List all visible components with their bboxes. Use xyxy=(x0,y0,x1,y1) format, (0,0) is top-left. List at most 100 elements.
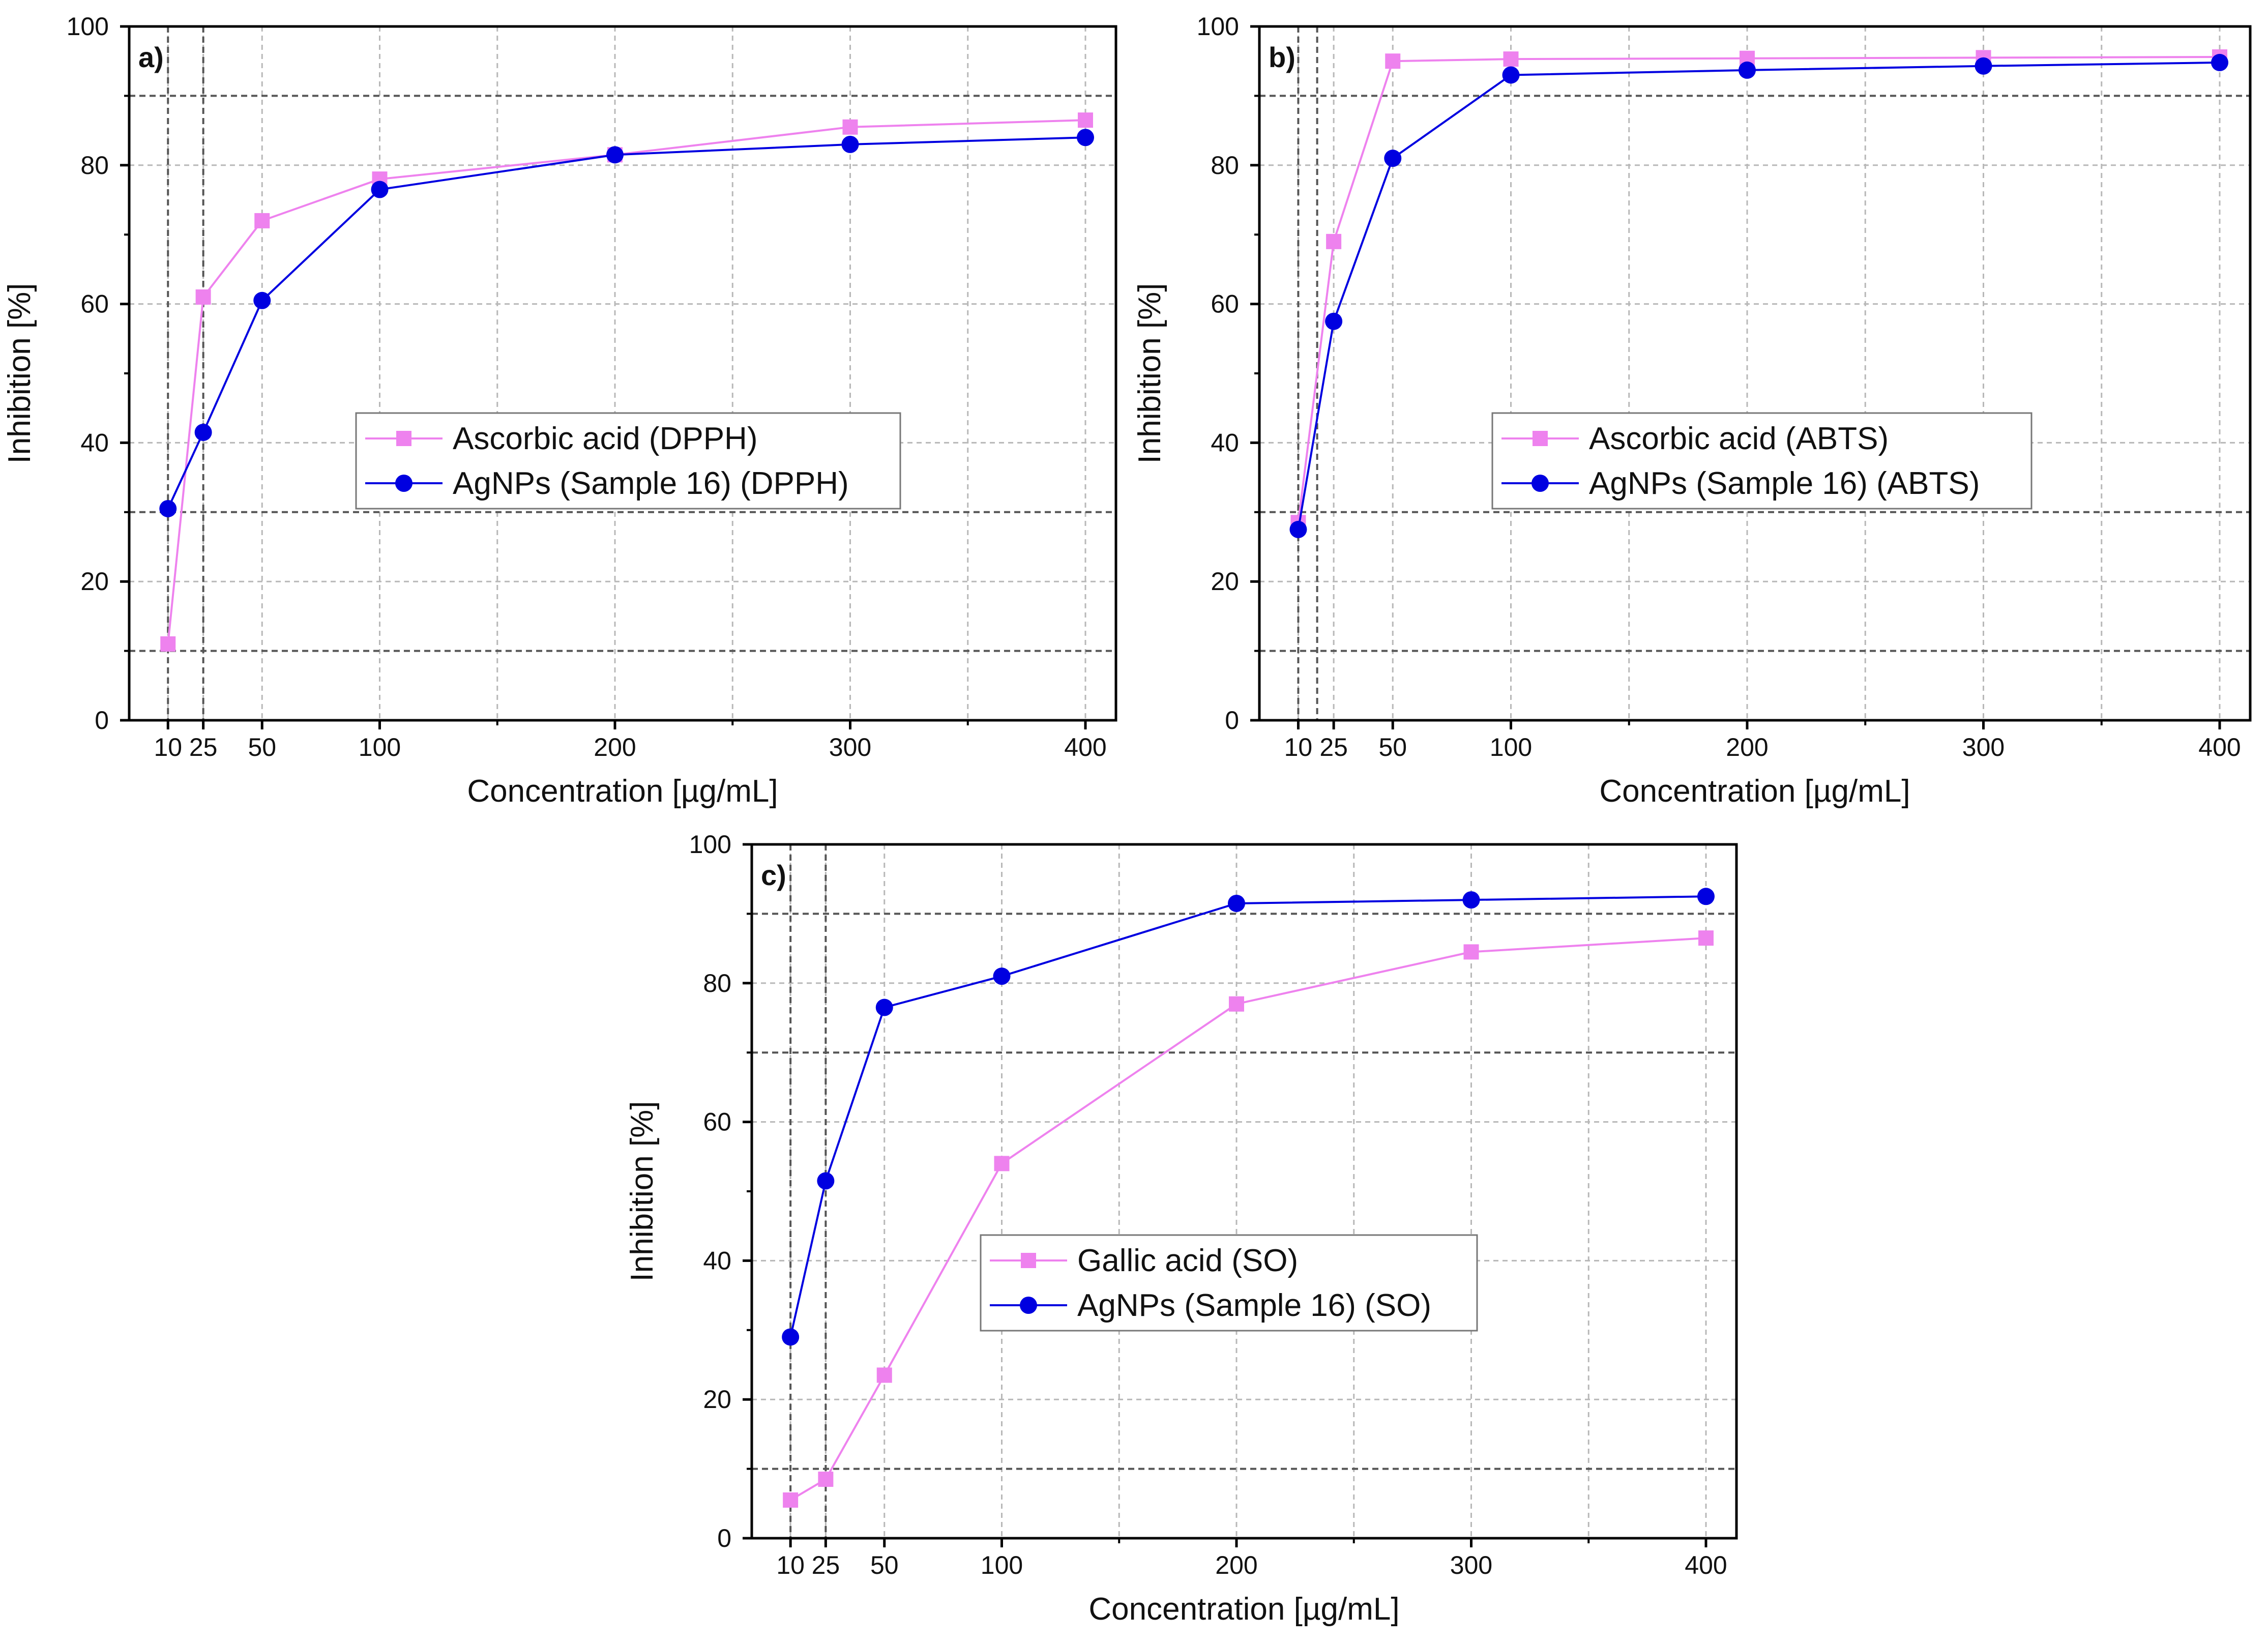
panel-label: b) xyxy=(1269,41,1295,73)
legend-entry: Ascorbic acid (DPPH) xyxy=(453,421,757,456)
data-point-square xyxy=(1078,112,1093,128)
y-tick-label: 80 xyxy=(80,151,109,180)
x-tick-label: 10 xyxy=(154,733,182,761)
x-axis-title: Concentration [µg/mL] xyxy=(467,774,778,809)
legend-box xyxy=(1491,412,2033,510)
chart-panel-b: 0 20 40 60 80 100 10 25 50 100 200 300 400 Concentrat… xyxy=(1132,12,2252,809)
y-tick-label: 0 xyxy=(717,1524,731,1552)
chart-panel-c: 0 20 40 60 80 100 10 25 50 100 200 300 400 Concentrat… xyxy=(625,830,1738,1627)
legend: Gallic acid (SO) AgNPs (Sample 16) (SO) xyxy=(980,1234,1478,1332)
data-point-square xyxy=(254,213,270,228)
panel-label: a) xyxy=(138,41,164,73)
legend: Ascorbic acid (DPPH) AgNPs (Sample 16) (D… xyxy=(355,412,901,510)
x-tick-label: 200 xyxy=(1215,1551,1257,1579)
data-point-circle xyxy=(2211,53,2228,71)
x-tick-label: 200 xyxy=(1726,733,1768,761)
data-point-square xyxy=(994,1156,1010,1171)
data-point-circle xyxy=(371,181,389,198)
legend-marker-square xyxy=(396,431,411,446)
data-point-square xyxy=(1503,51,1519,67)
data-point-square xyxy=(1698,930,1714,946)
x-tick-label: 300 xyxy=(829,733,871,761)
x-tick-label: 100 xyxy=(1490,733,1532,761)
data-point-circle xyxy=(875,999,893,1016)
x-tick-label: 10 xyxy=(776,1551,805,1579)
y-tick-label: 80 xyxy=(703,969,731,997)
data-point-square xyxy=(1463,944,1479,960)
data-point-circle xyxy=(817,1172,835,1190)
data-point-circle xyxy=(1462,891,1480,909)
y-tick-label: 20 xyxy=(703,1385,731,1414)
x-tick-label: 10 xyxy=(1284,733,1313,761)
y-tick-label: 60 xyxy=(1211,290,1239,318)
y-tick-label: 20 xyxy=(80,567,109,596)
data-point-circle xyxy=(1289,520,1307,538)
data-point-circle xyxy=(1502,66,1520,84)
x-tick-label: 25 xyxy=(189,733,218,761)
x-axis-title: Concentration [µg/mL] xyxy=(1088,1592,1399,1627)
data-point-circle xyxy=(1077,129,1094,146)
data-point-circle xyxy=(1384,150,1402,167)
legend-entry: AgNPs (Sample 16) (ABTS) xyxy=(1589,466,1980,501)
x-tick-label: 400 xyxy=(1685,1551,1727,1579)
data-point-circle xyxy=(194,423,212,441)
data-point-circle xyxy=(253,291,271,309)
data-point-circle xyxy=(1325,312,1343,330)
series-line-reference xyxy=(167,119,1086,644)
y-tick-label: 80 xyxy=(1211,151,1239,180)
y-tick-label: 100 xyxy=(67,12,109,41)
y-tick-label: 100 xyxy=(1197,12,1239,41)
x-axis-title: Concentration [µg/mL] xyxy=(1599,774,1910,809)
data-point-circle xyxy=(1975,57,1992,75)
x-tick-label: 300 xyxy=(1450,1551,1492,1579)
panel-label: c) xyxy=(761,859,786,891)
legend-marker-circle xyxy=(395,475,413,492)
legend: Ascorbic acid (ABTS) AgNPs (Sample 16) (A… xyxy=(1491,412,2033,510)
data-point-circle xyxy=(1739,61,1756,79)
x-tick-label: 100 xyxy=(359,733,401,761)
data-point-square xyxy=(1326,233,1342,249)
y-axis-title: Inhibition [%] xyxy=(1132,283,1167,464)
y-tick-label: 0 xyxy=(1225,706,1239,735)
legend-entry: Ascorbic acid (ABTS) xyxy=(1589,421,1889,456)
data-point-circle xyxy=(782,1328,800,1346)
data-point-square xyxy=(1385,53,1401,69)
data-point-square xyxy=(195,289,211,305)
data-point-square xyxy=(783,1492,799,1508)
legend-entry: Gallic acid (SO) xyxy=(1077,1243,1298,1278)
y-tick-label: 40 xyxy=(80,428,109,457)
data-point-square xyxy=(876,1367,892,1383)
y-tick-label: 0 xyxy=(95,706,109,735)
data-point-circle xyxy=(159,500,177,517)
data-point-square xyxy=(1229,996,1244,1012)
y-tick-label: 40 xyxy=(703,1246,731,1275)
x-tick-label: 400 xyxy=(2198,733,2241,761)
y-tick-label: 60 xyxy=(80,290,109,318)
x-tick-label: 50 xyxy=(248,733,276,761)
data-point-circle xyxy=(1697,888,1715,905)
x-tick-label: 25 xyxy=(812,1551,840,1579)
x-tick-label: 400 xyxy=(1064,733,1106,761)
legend-entry: AgNPs (Sample 16) (DPPH) xyxy=(453,466,849,501)
data-point-circle xyxy=(606,146,624,164)
legend-marker-square xyxy=(1021,1253,1036,1268)
legend-box xyxy=(355,412,901,510)
x-tick-label: 50 xyxy=(1378,733,1407,761)
legend-entry: AgNPs (Sample 16) (SO) xyxy=(1077,1288,1431,1323)
legend-marker-square xyxy=(1533,431,1548,446)
x-tick-label: 300 xyxy=(1962,733,2005,761)
data-point-circle xyxy=(1228,894,1245,912)
data-point-square xyxy=(160,636,176,652)
y-axis-title: Inhibition [%] xyxy=(2,283,37,464)
data-point-circle xyxy=(841,135,859,153)
x-tick-label: 25 xyxy=(1319,733,1348,761)
y-tick-label: 60 xyxy=(703,1108,731,1136)
legend-box xyxy=(980,1234,1478,1332)
y-tick-label: 20 xyxy=(1211,567,1239,596)
y-tick-label: 40 xyxy=(1211,428,1239,457)
x-tick-label: 200 xyxy=(594,733,636,761)
data-point-circle xyxy=(993,967,1011,985)
legend-marker-circle xyxy=(1531,475,1549,492)
y-tick-label: 100 xyxy=(689,830,731,859)
